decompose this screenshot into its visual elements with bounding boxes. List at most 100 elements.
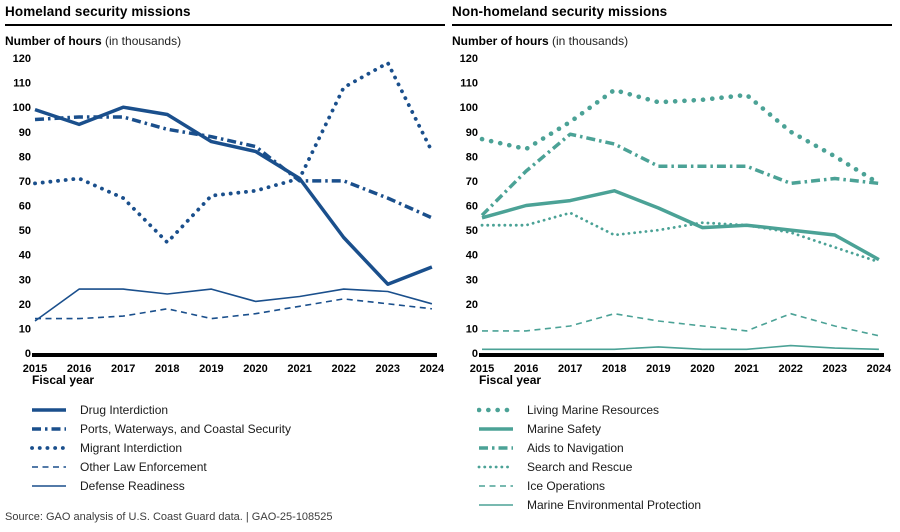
series-line (479, 87, 882, 186)
y-axis-title: Number of hours (in thousands) (5, 34, 445, 49)
y-axis-title-main: Number of hours (452, 34, 549, 48)
legend-label: Ice Operations (527, 478, 606, 493)
legend-line-swatch (479, 426, 513, 431)
svg-text:60: 60 (466, 201, 478, 213)
legend-label: Other Law Enforcement (80, 459, 207, 474)
svg-text:2018: 2018 (155, 363, 179, 375)
svg-text:70: 70 (466, 176, 478, 188)
legend-label: Aids to Navigation (527, 440, 624, 455)
svg-text:50: 50 (19, 225, 31, 237)
series-line (482, 344, 879, 351)
non-homeland-line-chart: 0 10 20 30 40 50 60 70 80 90 100 110 120 2015 2016 2017… (460, 53, 892, 375)
legend-label: Migrant Interdiction (80, 440, 183, 455)
svg-text:40: 40 (466, 250, 478, 262)
x-axis-labels: 2015 2016 2017 2018 2019 2020 2021 2022 2023 2024 (23, 363, 445, 375)
legend-item: Aids to Navigation (477, 438, 892, 457)
svg-text:80: 80 (466, 151, 478, 163)
legend-line-swatch (32, 484, 66, 487)
series-line (35, 298, 432, 320)
y-axis-title-main: Number of hours (5, 34, 102, 48)
legend-item: Ports, Waterways, and Coastal Security (30, 419, 445, 438)
legend-label: Search and Rescue (527, 459, 633, 474)
legend-item: Migrant Interdiction (30, 438, 445, 457)
legend-label: Defense Readiness (80, 478, 185, 493)
y-axis-title-note: (in thousands) (552, 34, 629, 48)
svg-text:2018: 2018 (602, 363, 626, 375)
svg-text:30: 30 (466, 274, 478, 286)
legend-line-swatch (32, 407, 66, 412)
svg-text:120: 120 (13, 53, 31, 65)
legend-item: Living Marine Resources (477, 400, 892, 419)
series-line (34, 115, 433, 220)
svg-text:70: 70 (19, 176, 31, 188)
svg-text:90: 90 (466, 127, 478, 139)
svg-text:2023: 2023 (376, 363, 400, 375)
svg-text:2023: 2023 (823, 363, 847, 375)
svg-text:80: 80 (19, 151, 31, 163)
series-line (33, 61, 434, 245)
legend-item: Search and Rescue (477, 457, 892, 476)
legend-item: Other Law Enforcement (30, 457, 445, 476)
svg-text:2022: 2022 (331, 363, 355, 375)
svg-text:60: 60 (19, 201, 31, 213)
series-line (482, 312, 880, 337)
legend-item: Marine Safety (477, 419, 892, 438)
legend-line-swatch (479, 445, 513, 450)
svg-text:2024: 2024 (420, 363, 445, 375)
svg-text:2020: 2020 (243, 363, 267, 375)
svg-text:2024: 2024 (867, 363, 892, 375)
series-line (481, 189, 880, 262)
svg-text:2017: 2017 (111, 363, 135, 375)
svg-text:110: 110 (460, 78, 478, 90)
svg-text:90: 90 (19, 127, 31, 139)
x-axis-title: Fiscal year (479, 373, 542, 387)
homeland-chart-panel: Homeland security missions Number of hou… (5, 2, 445, 495)
non-homeland-chart-panel: Non-homeland security missions Number of… (452, 2, 892, 514)
legend-label: Marine Safety (527, 421, 602, 436)
svg-text:120: 120 (460, 53, 478, 65)
x-axis-labels: 2015 2016 2017 2018 2019 2020 2021 2022 2023 2024 (470, 363, 892, 375)
legend-line-swatch (479, 484, 513, 487)
svg-text:10: 10 (466, 323, 478, 335)
svg-text:30: 30 (19, 274, 31, 286)
homeland-line-chart: 0 10 20 30 40 50 60 70 80 90 100 110 120 2015 2016 2017… (13, 53, 445, 375)
svg-text:2019: 2019 (646, 363, 670, 375)
svg-text:2015: 2015 (470, 363, 494, 375)
svg-text:50: 50 (466, 225, 478, 237)
legend-line-swatch (477, 465, 515, 468)
svg-text:0: 0 (25, 348, 31, 360)
svg-text:2022: 2022 (778, 363, 802, 375)
svg-text:110: 110 (13, 78, 31, 90)
series-line (34, 105, 433, 286)
svg-text:2021: 2021 (287, 363, 311, 375)
legend-item: Drug Interdiction (30, 400, 445, 419)
svg-text:100: 100 (13, 102, 31, 114)
source-note: Source: GAO analysis of U.S. Coast Guard… (5, 511, 333, 523)
legend-line-swatch (479, 503, 513, 506)
svg-text:20: 20 (466, 299, 478, 311)
legend-line-swatch (477, 407, 515, 412)
svg-text:2020: 2020 (690, 363, 714, 375)
non-homeland-legend: Living Marine Resources Marine Safety Aids… (477, 400, 892, 514)
y-axis-title-note: (in thousands) (105, 34, 182, 48)
legend-item: Ice Operations (477, 476, 892, 495)
legend-label: Marine Environmental Protection (527, 497, 702, 512)
svg-text:2015: 2015 (23, 363, 47, 375)
y-axis-labels: 0 10 20 30 40 50 60 70 80 90 100 110 120 (460, 53, 478, 360)
legend-item: Marine Environmental Protection (477, 495, 892, 514)
svg-text:2019: 2019 (199, 363, 223, 375)
series-line (480, 132, 880, 217)
y-axis-title: Number of hours (in thousands) (452, 34, 892, 49)
legend-label: Ports, Waterways, and Coastal Security (80, 421, 291, 436)
chart-title-non-homeland: Non-homeland security missions (452, 2, 892, 26)
svg-text:2016: 2016 (67, 363, 91, 375)
legend-label: Drug Interdiction (80, 402, 169, 417)
svg-text:10: 10 (19, 323, 31, 335)
svg-text:100: 100 (460, 102, 478, 114)
legend-item: Defense Readiness (30, 476, 445, 495)
legend-line-swatch (32, 465, 66, 468)
series-line (34, 288, 433, 322)
svg-text:2021: 2021 (734, 363, 758, 375)
y-axis-labels: 0 10 20 30 40 50 60 70 80 90 100 110 120 (13, 53, 31, 360)
svg-text:0: 0 (472, 348, 478, 360)
